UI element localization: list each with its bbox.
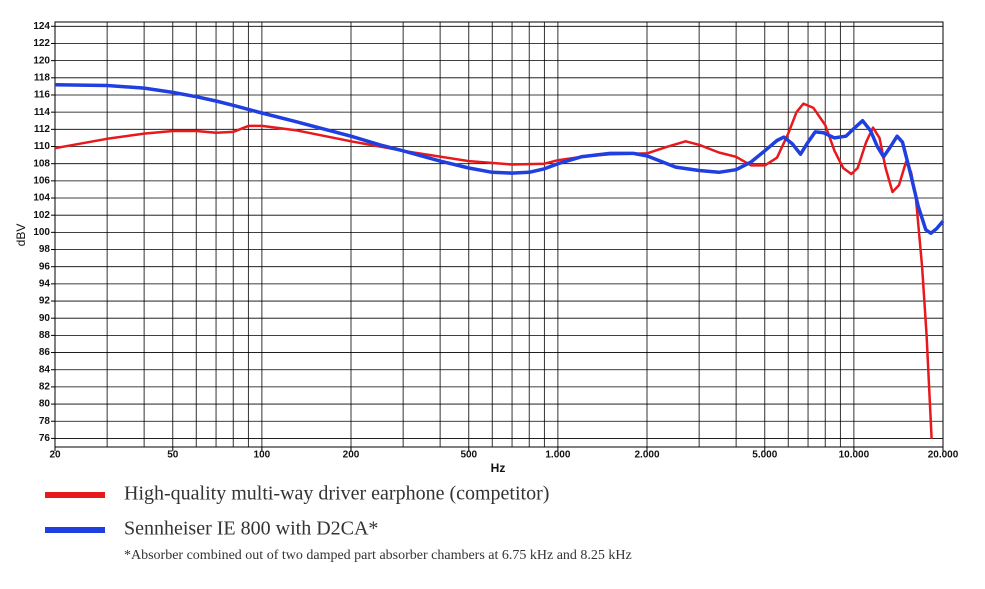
series-line: [54, 102, 933, 439]
y-tick-label: 124: [33, 21, 50, 32]
y-tick-label: 114: [34, 107, 51, 118]
y-tick-label: 118: [34, 72, 51, 83]
x-tick-label: 2.000: [634, 450, 659, 461]
x-tick-label: 100: [254, 450, 271, 461]
y-tick-label: 98: [39, 244, 51, 255]
x-tick-label: 200: [343, 450, 360, 461]
y-tick-label: 104: [33, 193, 50, 204]
y-tick-label: 106: [33, 175, 50, 186]
y-tick-label: 96: [39, 261, 51, 272]
y-tick-label: 100: [33, 227, 50, 238]
footnote: *Absorber combined out of two damped par…: [124, 548, 632, 563]
y-tick-label: 94: [39, 279, 51, 290]
y-tick-label: 108: [33, 158, 50, 169]
legend-label: High-quality multi-way driver earphone (…: [124, 483, 549, 505]
y-tick-label: 78: [39, 416, 51, 427]
y-tick-label: 112: [34, 124, 51, 135]
x-tick-label: 500: [460, 450, 477, 461]
y-tick-label: 76: [39, 433, 51, 444]
plot-frame: [54, 21, 944, 448]
y-tick-label: 92: [39, 296, 51, 307]
y-tick-label: 122: [33, 38, 50, 49]
y-tick-label: 82: [39, 382, 51, 393]
y-tick-label: 110: [34, 141, 51, 152]
y-tick-label: 80: [39, 399, 51, 410]
x-tick-label: 1.000: [545, 450, 570, 461]
y-axis-label: dBV: [14, 224, 28, 247]
y-tick-label: 86: [39, 347, 51, 358]
legend-label: Sennheiser IE 800 with D2CA*: [124, 518, 378, 540]
x-tick-label: 50: [167, 450, 179, 461]
y-tick-label: 116: [34, 90, 51, 101]
y-tick-label: 120: [33, 55, 50, 66]
x-tick-label: 10.000: [839, 450, 870, 461]
y-tick-label: 90: [39, 313, 51, 324]
x-tick-label: 20: [49, 450, 61, 461]
x-tick-label: 20.000: [928, 450, 959, 461]
y-tick-label: 88: [39, 330, 51, 341]
series-line: [54, 82, 945, 235]
y-tick-label: 102: [33, 210, 50, 221]
x-tick-label: 5.000: [752, 450, 777, 461]
x-axis-label: Hz: [491, 461, 506, 475]
y-tick-label: 84: [39, 364, 51, 375]
